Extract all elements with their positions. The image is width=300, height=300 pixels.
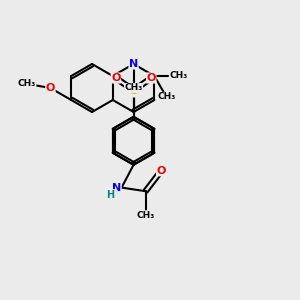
Text: N: N xyxy=(112,183,121,193)
Text: S: S xyxy=(129,84,138,97)
Text: O: O xyxy=(147,73,156,83)
Text: CH₃: CH₃ xyxy=(157,92,176,101)
Text: N: N xyxy=(129,59,138,69)
Text: CH₃: CH₃ xyxy=(136,211,155,220)
Text: H: H xyxy=(106,190,115,200)
Text: O: O xyxy=(46,83,55,93)
Text: CH₃: CH₃ xyxy=(124,83,143,92)
Text: CH₃: CH₃ xyxy=(18,79,36,88)
Text: CH₃: CH₃ xyxy=(169,71,188,80)
Text: O: O xyxy=(111,73,121,83)
Text: O: O xyxy=(157,166,166,176)
